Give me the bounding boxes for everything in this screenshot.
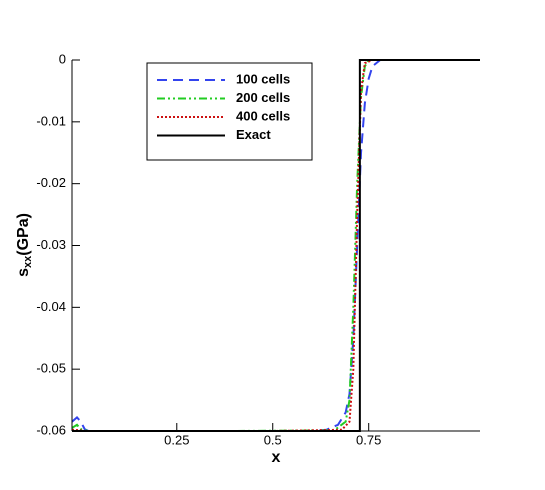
y-label-sub: xx: [22, 255, 34, 268]
legend-label: 200 cells: [236, 90, 290, 105]
legend-label: Exact: [236, 127, 271, 142]
series-line: [72, 59, 480, 432]
y-tick-label: -0.06: [36, 422, 66, 437]
y-tick-label: -0.04: [36, 299, 66, 314]
y-tick-label: -0.05: [36, 361, 66, 376]
y-tick-label: -0.02: [36, 175, 66, 190]
y-label-unit: (GPa): [15, 213, 32, 256]
x-tick-label: 0.5: [264, 432, 282, 447]
y-tick-label: -0.01: [36, 113, 66, 128]
x-tick-label: 0.25: [164, 432, 189, 447]
x-axis-label: x: [272, 449, 281, 466]
y-tick-label: 0: [59, 51, 66, 66]
y-axis-label: sxx(GPa): [15, 213, 34, 277]
legend-label: 100 cells: [236, 71, 290, 86]
y-tick-label: -0.03: [36, 237, 66, 252]
x-tick-label: 0.75: [356, 432, 381, 447]
legend-label: 400 cells: [236, 108, 290, 123]
y-label-main: s: [15, 268, 32, 277]
